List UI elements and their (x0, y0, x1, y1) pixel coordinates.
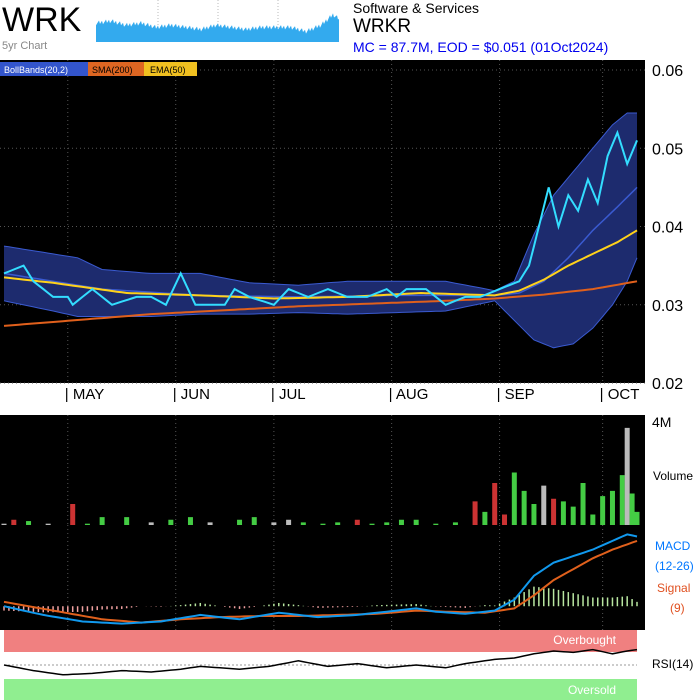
macd-gridlines (67, 525, 604, 630)
volume-bar (570, 506, 576, 525)
stock-chart: BollBands(20,2) SMA(200) EMA(50) 0.060.0… (0, 60, 694, 700)
volume-bar (148, 522, 154, 525)
volume-bars (1, 427, 640, 525)
volume-bar (11, 519, 17, 525)
month-tick-label: | JUL (271, 386, 306, 403)
oversold-zone (4, 679, 637, 700)
bollinger-upper-line (3, 112, 637, 292)
volume-bar (398, 519, 404, 525)
legend-sma: SMA(200) (92, 65, 133, 75)
volume-bar (482, 511, 488, 525)
volume-bar (590, 514, 596, 525)
price-axis-labels: 0.06 0.05 0.04 0.03 0.02 (652, 63, 683, 393)
five-year-spark-chart (96, 0, 341, 42)
volume-bar (580, 483, 586, 525)
month-tick-label: | MAY (65, 386, 104, 403)
volume-bar (124, 517, 130, 525)
overbought-zone (4, 630, 637, 652)
spark-caption: 5yr Chart (2, 40, 48, 52)
volume-max-label: 4M (652, 414, 671, 430)
volume-bar (384, 522, 390, 525)
ticker-symbol: WRK (2, 1, 82, 39)
month-tick-label: | AUG (389, 386, 429, 403)
price-tick-label: 0.03 (652, 298, 683, 315)
volume-bar (335, 522, 341, 525)
volume-bar (600, 496, 606, 525)
volume-bar (45, 523, 51, 525)
volume-bar (521, 490, 527, 525)
price-line (3, 129, 638, 307)
volume-bar (413, 519, 419, 525)
volume-bar (251, 517, 257, 525)
price-tick-label: 0.02 (652, 376, 683, 393)
legend-bollinger: BollBands(20,2) (4, 65, 68, 75)
month-tick-label: | SEP (497, 386, 535, 403)
oversold-label: Oversold (568, 683, 616, 697)
legend-ema-swatch (144, 62, 197, 76)
volume-bar (560, 501, 566, 525)
macd-panel (0, 525, 645, 630)
macd-params: (12-26) (655, 559, 694, 573)
volume-bar (320, 523, 326, 525)
rsi-label: RSI(14) (652, 657, 693, 671)
indicator-legend: BollBands(20,2) SMA(200) EMA(50) (0, 62, 197, 76)
ema-50-line (3, 229, 638, 300)
signal-label: Signal (657, 581, 690, 595)
volume-bar (168, 519, 174, 525)
legend-sma-swatch (88, 62, 144, 76)
volume-bar (551, 498, 557, 525)
volume-bar (502, 514, 508, 525)
volume-bar (354, 519, 360, 525)
bollinger-band (4, 113, 637, 348)
volume-bar (187, 517, 193, 525)
legend-bollinger-swatch (0, 62, 88, 76)
signal-line (3, 539, 638, 624)
volume-bar (1, 523, 7, 525)
signal-params: (9) (670, 601, 685, 615)
volume-bar (492, 483, 498, 525)
price-tick-label: 0.05 (652, 141, 683, 158)
volume-bar (511, 472, 517, 525)
month-axis-labels: | MAY | JUN | JUL | AUG | SEP | OCT (65, 386, 640, 403)
volume-bar (472, 501, 478, 525)
company-code: WRKR (353, 16, 412, 37)
volume-bar (237, 519, 243, 525)
volume-bar (70, 504, 76, 525)
volume-bar (26, 521, 32, 525)
legend-ema: EMA(50) (150, 65, 186, 75)
market-cap-eod: MC = 87.7M, EOD = $0.051 (01Oct2024) (353, 39, 609, 55)
volume-bar (531, 504, 537, 525)
volume-bar (99, 517, 105, 525)
volume-bar (609, 490, 615, 525)
volume-bar (369, 523, 375, 525)
volume-bar (634, 511, 640, 525)
volume-bar (271, 522, 277, 525)
macd-label: MACD (655, 539, 691, 553)
volume-bar (541, 485, 547, 525)
price-tick-label: 0.04 (652, 220, 683, 237)
spark-area (96, 13, 339, 42)
volume-bar (624, 427, 630, 525)
volume-bar (84, 523, 90, 525)
month-tick-label: | OCT (600, 386, 640, 403)
volume-bar (629, 493, 635, 525)
rsi-line (3, 648, 638, 676)
overbought-label: Overbought (553, 633, 616, 647)
volume-bar (300, 522, 306, 525)
macd-line (3, 533, 638, 625)
volume-bar (452, 522, 458, 525)
volume-bar (286, 519, 292, 525)
volume-bar (619, 475, 625, 525)
sector-label: Software & Services (353, 0, 480, 16)
volume-bar (207, 522, 213, 525)
sma-200-line (3, 280, 638, 327)
spark-gridlines (157, 0, 279, 42)
month-tick-label: | JUN (173, 386, 210, 403)
price-tick-label: 0.06 (652, 63, 683, 80)
volume-panel (0, 415, 645, 525)
volume-bar (433, 523, 439, 525)
volume-label: Volume (653, 469, 693, 483)
